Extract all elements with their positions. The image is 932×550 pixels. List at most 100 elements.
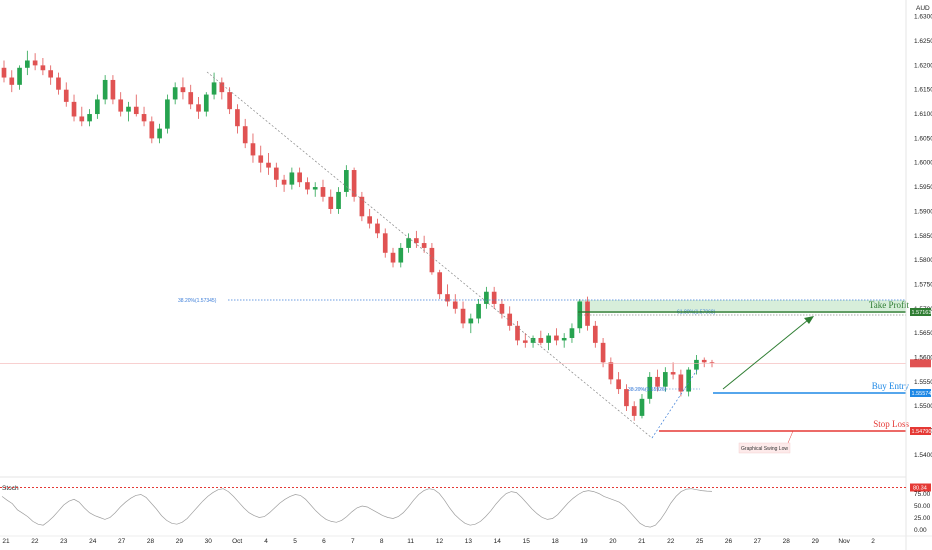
time-tick-label: 4 <box>264 538 268 545</box>
candle-body <box>32 60 38 66</box>
stoch-panel: Stoch 75.00 50.00 25.00 0.00 80.34 <box>0 476 931 534</box>
candle-body <box>592 325 598 343</box>
candle-body <box>172 87 178 100</box>
candle-body <box>63 89 69 102</box>
time-tick-label: Nov <box>838 538 850 545</box>
time-tick-label: 13 <box>465 538 473 545</box>
time-tick-label: 18 <box>551 538 559 545</box>
annotation-pointer <box>787 430 794 444</box>
price-tick-label: 1.62000 <box>914 62 932 69</box>
candle-body <box>554 335 559 341</box>
time-tick-label: 30 <box>205 538 213 545</box>
osc-tick-label: 0.00 <box>914 527 927 534</box>
candle-body <box>375 223 380 234</box>
time-tick-label: 22 <box>667 538 675 545</box>
time-tick-label: 12 <box>436 538 444 545</box>
candle-body <box>491 291 497 304</box>
candle-body <box>515 325 520 341</box>
candle-body <box>297 172 302 183</box>
time-tick-label: 25 <box>696 538 704 545</box>
projection-arrow-line <box>722 319 809 390</box>
candle-body <box>585 301 590 326</box>
time-tick-label: 11 <box>407 538 414 545</box>
candle-body <box>242 126 248 144</box>
candle-body <box>678 374 684 392</box>
candle-body <box>694 359 699 370</box>
price-tick-label: 1.61500 <box>914 87 932 94</box>
oscillator-level-badge <box>910 483 931 492</box>
candle-body <box>382 233 388 253</box>
candle-body <box>639 398 645 416</box>
currency-label: AUD <box>916 5 930 12</box>
annotation-text: Graphical Swing Low <box>741 446 788 452</box>
buy-entry-price-badge <box>910 389 931 397</box>
buy-entry-price-text: 1.55574 <box>912 391 932 397</box>
current-price-badge <box>910 359 931 368</box>
oscillator-level-text: 80.34 <box>913 486 927 492</box>
candle-body <box>351 170 357 197</box>
time-tick-label: 6 <box>322 538 326 545</box>
time-tick-label: 22 <box>31 538 39 545</box>
candle-body <box>289 172 295 185</box>
price-tick-label: 1.56000 <box>914 354 932 361</box>
time-tick-label: 15 <box>523 538 531 545</box>
candle-body <box>336 191 341 209</box>
candle-body <box>227 92 232 110</box>
candle-body <box>273 167 279 180</box>
candle-body <box>87 114 92 122</box>
candle-body <box>219 82 225 93</box>
candle-body <box>359 196 365 217</box>
price-tick-label: 1.55000 <box>914 403 932 410</box>
time-tick-label: 23 <box>60 538 68 545</box>
take-profit-zone <box>578 300 906 311</box>
candle-body <box>600 342 606 363</box>
retrace-line <box>651 369 698 439</box>
candle-body <box>343 170 349 192</box>
candle-body <box>624 389 629 407</box>
candle-body <box>569 328 575 338</box>
candle-body <box>608 362 614 380</box>
price-tick-label: 1.54000 <box>914 452 932 459</box>
take-profit-price-badge <box>910 308 931 316</box>
candle-body <box>312 187 318 190</box>
fib-label-lower: 38.20%(1.55926) <box>628 387 667 393</box>
stop-loss-price-text: 1.54790 <box>912 429 932 435</box>
overlays: 38.20%(1.57345)61.80%(1.57068)38.20%(1.5… <box>0 71 910 454</box>
trend-line <box>206 71 653 439</box>
candle-body <box>577 301 583 329</box>
candle-body <box>429 247 435 273</box>
price-tick-label: 1.63000 <box>914 14 932 21</box>
candle-body <box>452 301 458 309</box>
candle-body <box>367 216 373 224</box>
projection-arrowhead <box>804 316 814 324</box>
candle-body <box>406 238 411 248</box>
candle-body <box>211 82 217 95</box>
candle-body <box>631 406 637 416</box>
buy-entry-label: Buy Entry <box>872 381 910 391</box>
candle-body <box>48 70 54 78</box>
stop-loss-price-badge <box>910 427 931 435</box>
price-tick-label: 1.56500 <box>914 330 932 337</box>
time-axis: 21 22 23 24 27 28 29 30 Oct 4 5 6 7 8 11 12 13 14 15 18 19 20… <box>0 535 932 545</box>
candle-body <box>701 359 707 363</box>
candle-body <box>71 101 77 117</box>
candle-body <box>538 337 544 343</box>
time-tick-label: 7 <box>351 538 355 545</box>
candle-body <box>203 94 209 112</box>
price-tick-label: 1.59500 <box>914 184 932 191</box>
candle-body <box>484 291 489 304</box>
candle-body <box>180 87 186 93</box>
time-tick-label: 8 <box>380 538 384 545</box>
candle-body <box>17 67 22 85</box>
candle-body <box>320 187 326 197</box>
stop-loss-label: Stop Loss <box>873 419 909 429</box>
time-tick-label: 26 <box>725 538 733 545</box>
price-tick-label: 1.55500 <box>914 379 932 386</box>
price-axis: AUD 1.63000 1.62500 1.62000 1.61500 1.61000 1.… <box>905 0 932 550</box>
price-tick-label: 1.61000 <box>914 111 932 118</box>
candle-body <box>670 372 676 375</box>
price-tick-label: 1.57500 <box>914 281 932 288</box>
candle-body <box>133 106 139 115</box>
